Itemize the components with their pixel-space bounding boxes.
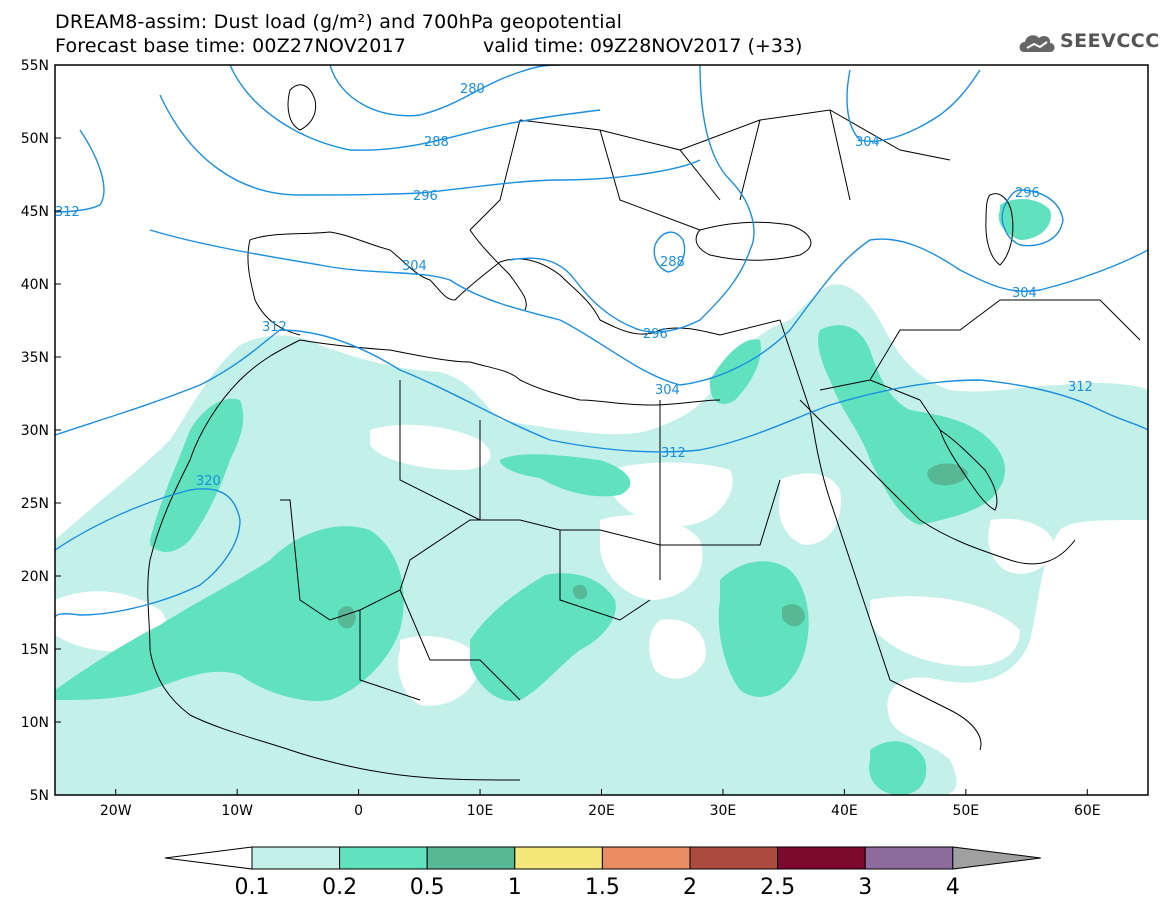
contour-labels: 280 288 296 304 312 304 312 320 312 304 … [55,82,1093,489]
contour-label-304: 304 [402,259,427,274]
forecast-base-time: Forecast base time: 00Z27NOV2017 [55,35,407,57]
colorbar-segment [864,846,954,870]
colorbar-segment [426,846,516,870]
lon-tick-label: 30E [710,803,737,819]
colorbar: 0.1 0.2 0.5 1 1.5 2 2.5 3 4 [164,846,1041,900]
map-title: DREAM8-assim: Dust load (g/m²) and 700hP… [55,11,623,33]
colorbar-segment [689,846,779,870]
colorbar-segment [514,846,603,870]
colorbar-segment [601,846,691,870]
contour-label-288: 288 [424,135,449,150]
colorbar-label: 1.5 [585,875,620,900]
contour-label-304-c: 304 [1012,286,1037,301]
colorbar-segment [251,846,341,870]
contour-label-312-d: 312 [55,205,80,220]
lon-tick-label: 10W [221,803,253,819]
lat-tick-label: 55N [21,58,49,74]
contour-label-296: 296 [413,189,438,204]
contour-label-320: 320 [196,474,221,489]
contour-label-296-c: 296 [1015,186,1040,201]
cloud-logo-icon [1019,35,1055,52]
colorbar-segment [339,846,428,870]
lon-tick-label: 20W [100,803,132,819]
lat-tick-label: 15N [21,642,49,658]
colorbar-label: 0.5 [410,875,445,900]
lat-tick-label: 50N [21,131,49,147]
lat-tick-label: 35N [21,350,49,366]
lat-tick-label: 10N [21,715,49,731]
contour-label-312-b: 312 [661,446,686,461]
coastlines [147,84,1141,781]
latitude-axis: 55N 50N 45N 40N 35N 30N 25N 20N 15N 10N 5N [21,58,61,804]
colorbar-under-triangle [164,846,253,870]
contour-label-296-b: 296 [643,327,668,342]
colorbar-label: 1 [508,875,522,900]
dust-level-0.5 [338,463,968,629]
lon-tick-label: 60E [1074,803,1101,819]
contour-label-304-d: 304 [855,135,880,150]
lat-tick-label: 45N [21,204,49,220]
lat-tick-label: 20N [21,569,49,585]
lon-tick-label: 40E [831,803,858,819]
geopotential-contours [55,65,1148,619]
longitude-axis: 20W 10W 0 10E 20E 30E 40E 50E 60E [100,789,1101,819]
colorbar-label: 3 [858,875,872,900]
colorbar-segment [777,846,866,870]
colorbar-label: 2.5 [760,875,795,900]
lat-tick-label: 40N [21,277,49,293]
valid-time: valid time: 09Z28NOV2017 (+33) [483,35,803,57]
contour-label-288-b: 288 [660,255,685,270]
lon-tick-label: 0 [354,803,363,819]
contour-label-304-b: 304 [655,383,680,398]
lat-tick-label: 5N [30,788,49,804]
logo-text: SEEVCCC [1060,30,1160,52]
colorbar-label: 4 [946,875,960,900]
contour-label-312: 312 [262,320,287,335]
lon-tick-label: 10E [467,803,494,819]
colorbar-label: 0.1 [235,875,270,900]
colorbar-over-triangle [952,846,1041,870]
contour-label-280: 280 [460,82,485,97]
lat-tick-label: 25N [21,496,49,512]
lat-tick-label: 30N [21,423,49,439]
colorbar-label: 2 [683,875,697,900]
lon-tick-label: 20E [588,803,615,819]
lon-tick-label: 50E [952,803,979,819]
dust-fields [55,198,1148,795]
colorbar-label: 0.2 [322,875,357,900]
contour-label-312-c: 312 [1068,380,1093,395]
